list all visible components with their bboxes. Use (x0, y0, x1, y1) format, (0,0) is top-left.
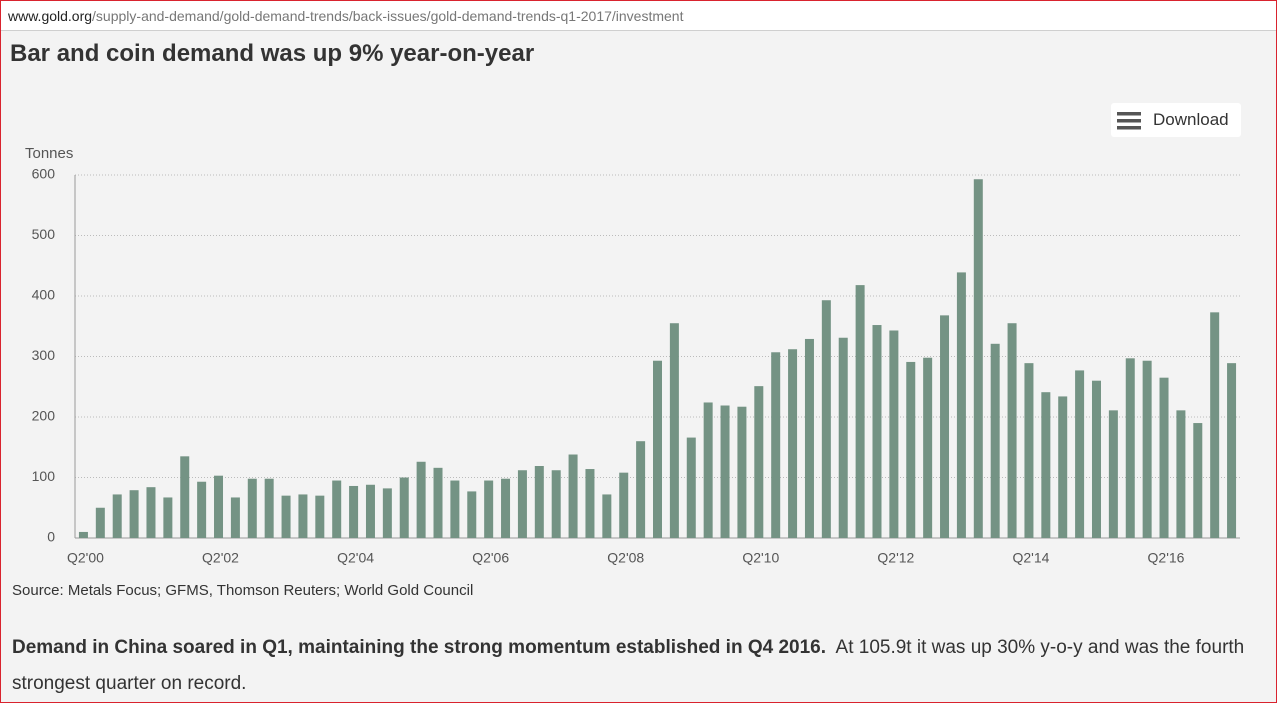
x-tick-label: Q2'08 (607, 550, 644, 566)
bar (129, 490, 139, 538)
bar (1193, 423, 1203, 538)
bar (281, 495, 291, 538)
bar (214, 475, 224, 538)
paragraph-text: At 105.9t it was up 30% y-o-y and was th… (12, 637, 1245, 694)
x-tick-label: Q2'14 (1012, 550, 1049, 566)
bar (1142, 360, 1152, 538)
bar (230, 497, 240, 538)
bar (940, 315, 950, 538)
bar (1159, 377, 1169, 538)
bar (1041, 392, 1051, 538)
y-tick-label: 500 (32, 226, 56, 242)
bar (990, 343, 1000, 538)
download-label: Download (1153, 110, 1229, 129)
bar (365, 484, 375, 538)
bar (923, 357, 933, 538)
bar (332, 480, 342, 538)
bar (247, 478, 257, 538)
bar (1227, 363, 1237, 538)
y-tick-label: 400 (32, 287, 56, 303)
bar (264, 478, 274, 538)
bar (1007, 323, 1017, 538)
bar (1108, 410, 1118, 538)
bar (1058, 396, 1068, 538)
bar (973, 179, 983, 539)
bar (501, 478, 511, 538)
y-axis-label: Tonnes (25, 145, 73, 162)
bar (416, 461, 426, 538)
bar (1176, 410, 1186, 538)
paragraph: Demand in China soared in Q1, maintainin… (12, 630, 1252, 702)
bar (95, 507, 105, 538)
x-tick-label: Q2'04 (337, 550, 374, 566)
bar (112, 494, 122, 538)
bar (467, 491, 477, 538)
y-tick-label: 600 (32, 166, 56, 182)
bar (1210, 312, 1220, 538)
menu-icon (1117, 112, 1141, 130)
bar (804, 338, 814, 538)
bar (956, 272, 966, 538)
bar (602, 494, 612, 538)
bar (838, 337, 848, 538)
x-tick-label: Q2'02 (202, 550, 239, 566)
bar (1075, 370, 1085, 538)
y-tick-label: 0 (47, 529, 55, 545)
bar (771, 352, 781, 538)
url-host: www.gold.org (8, 8, 93, 24)
bar (433, 467, 443, 538)
bar (754, 386, 764, 538)
download-button[interactable]: Download (1111, 103, 1241, 137)
y-tick-label: 100 (32, 468, 56, 484)
bar (619, 472, 629, 538)
bar (686, 437, 696, 538)
bar (720, 405, 730, 538)
bar (1024, 363, 1034, 538)
url-path: /supply-and-demand/gold-demand-trends/ba… (92, 8, 684, 24)
bar (653, 360, 662, 538)
bar (484, 480, 494, 538)
x-tick-label: Q2'00 (67, 550, 104, 566)
y-tick-label: 300 (32, 347, 56, 363)
bar (872, 325, 882, 538)
bar (703, 402, 713, 538)
bar (382, 488, 392, 538)
paragraph-bold: Demand in China soared in Q1, maintainin… (12, 637, 826, 658)
bar (450, 480, 460, 538)
bar (1091, 380, 1101, 538)
bar (399, 477, 409, 538)
bar (568, 454, 578, 538)
bar (517, 470, 527, 538)
bar (315, 495, 325, 538)
bar (163, 497, 173, 538)
y-tick-label: 200 (32, 408, 56, 424)
bar (551, 470, 561, 538)
bar (78, 531, 88, 538)
bar (636, 441, 646, 538)
bar (889, 330, 899, 538)
bar (855, 285, 865, 538)
bar (669, 323, 679, 538)
x-tick-label: Q2'16 (1148, 550, 1185, 566)
bar (737, 406, 747, 538)
bar (788, 349, 798, 538)
chart-title: Bar and coin demand was up 9% year-on-ye… (10, 40, 535, 67)
bar (180, 456, 190, 538)
bar (906, 361, 916, 538)
source: Source: Metals Focus; GFMS, Thomson Reut… (12, 582, 474, 599)
bar (146, 487, 156, 538)
bar (197, 481, 207, 538)
bar (298, 494, 308, 538)
bar (821, 300, 831, 538)
bar (349, 485, 359, 538)
url-bar[interactable]: www.gold.org/supply-and-demand/gold-dema… (1, 1, 1276, 31)
bar (1125, 358, 1135, 538)
bar (585, 469, 595, 538)
x-tick-label: Q2'10 (742, 550, 779, 566)
x-tick-label: Q2'06 (472, 550, 509, 566)
chart: Tonnes 0 100 200 300 400 500 600 Q2'00 Q2'02 Q2'0… (25, 145, 1240, 566)
x-tick-label: Q2'12 (877, 550, 914, 566)
bar (534, 466, 544, 538)
